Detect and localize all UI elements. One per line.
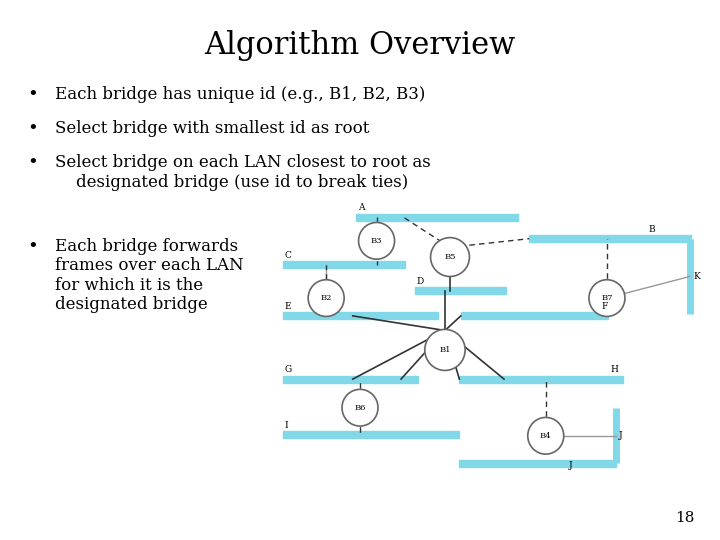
Text: B3: B3 xyxy=(371,237,382,245)
Text: Algorithm Overview: Algorithm Overview xyxy=(204,30,516,60)
Bar xyxy=(415,287,506,294)
Ellipse shape xyxy=(431,238,469,276)
Text: B4: B4 xyxy=(540,432,552,440)
Text: •: • xyxy=(27,154,38,172)
Text: J: J xyxy=(569,461,572,470)
Text: D: D xyxy=(417,276,424,286)
Bar xyxy=(459,376,623,382)
Ellipse shape xyxy=(589,280,625,316)
Bar xyxy=(356,213,518,220)
Bar xyxy=(283,312,438,320)
Text: K: K xyxy=(693,272,701,281)
Text: B: B xyxy=(648,225,654,234)
Text: A: A xyxy=(358,203,364,212)
Ellipse shape xyxy=(528,417,564,454)
Text: •: • xyxy=(27,238,38,255)
Ellipse shape xyxy=(308,280,344,316)
Text: •: • xyxy=(27,86,38,104)
Text: F: F xyxy=(601,302,608,311)
Text: J: J xyxy=(619,431,623,440)
Bar xyxy=(461,312,608,320)
Ellipse shape xyxy=(342,389,378,426)
Text: Select bridge on each LAN closest to root as
    designated bridge (use id to br: Select bridge on each LAN closest to roo… xyxy=(55,154,431,191)
Bar xyxy=(529,235,691,242)
Text: B1: B1 xyxy=(439,346,451,354)
Text: I: I xyxy=(284,421,288,430)
Text: Each bridge forwards
frames over each LAN
for which it is the
designated bridge: Each bridge forwards frames over each LA… xyxy=(55,238,243,313)
Text: Each bridge has unique id (e.g., B1, B2, B3): Each bridge has unique id (e.g., B1, B2,… xyxy=(55,86,425,103)
Text: E: E xyxy=(284,302,291,311)
Ellipse shape xyxy=(359,222,395,259)
Text: C: C xyxy=(284,251,292,260)
Text: •: • xyxy=(27,120,38,138)
Ellipse shape xyxy=(425,329,465,370)
Text: B7: B7 xyxy=(601,294,613,302)
Text: Select bridge with smallest id as root: Select bridge with smallest id as root xyxy=(55,120,369,137)
Text: G: G xyxy=(284,365,292,374)
Text: B6: B6 xyxy=(354,404,366,411)
Text: 18: 18 xyxy=(675,511,695,525)
Bar xyxy=(283,261,405,268)
Text: B2: B2 xyxy=(320,294,332,302)
Bar xyxy=(283,431,459,438)
Bar xyxy=(459,460,616,467)
Text: B5: B5 xyxy=(444,253,456,261)
Bar xyxy=(283,376,418,382)
Text: H: H xyxy=(611,365,618,374)
